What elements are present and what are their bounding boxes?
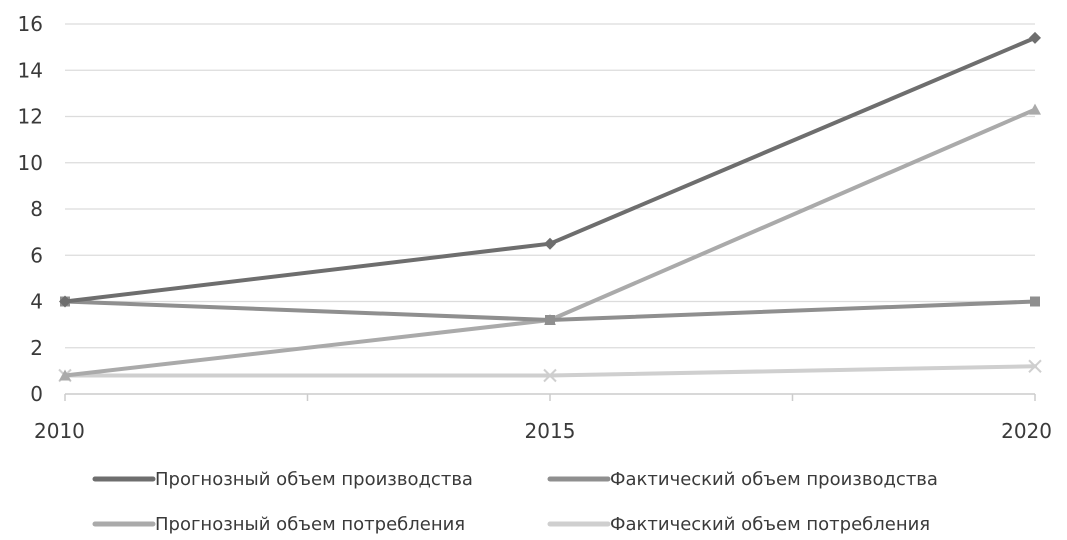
x-axis-tick-labels: 2010 2015 2020	[34, 419, 1052, 443]
legend-item-1: Прогнозный объем производства	[92, 469, 473, 490]
legend-item-3: Прогнозный объем потребления	[92, 514, 465, 535]
series-1-point-2020	[1029, 31, 1041, 44]
x-axis	[64, 393, 1036, 401]
series-4-point-2015	[543, 368, 557, 383]
gridlines	[65, 23, 1035, 349]
legend-label-1: Прогнозный объем производства	[155, 469, 473, 490]
series-2-point-2015	[545, 315, 555, 325]
series-3-point-2020	[1029, 103, 1041, 115]
y-tick-label-4: 4	[30, 290, 43, 314]
y-tick-label-6: 6	[30, 243, 43, 267]
y-tick-label-12: 12	[18, 105, 43, 129]
series-4-point-2020-stroke-b	[1028, 359, 1042, 373]
x-tick-label-2015: 2015	[525, 419, 576, 443]
x-tick-label-2010: 2010	[34, 419, 85, 443]
series-lines	[58, 31, 1042, 383]
series-2-point-2020	[1030, 296, 1040, 307]
legend: Прогнозный объем производства Фактический…	[92, 469, 938, 535]
series-2	[60, 296, 1040, 325]
legend-item-2: Фактический объем производства	[547, 469, 938, 490]
legend-item-4: Фактический объем потребления	[547, 514, 930, 535]
y-tick-label-14: 14	[18, 58, 43, 82]
y-tick-label-0: 0	[30, 382, 43, 406]
legend-label-4: Фактический объем потребления	[610, 514, 930, 535]
y-axis-tick-labels: 0 2 4 6 8 10 12 14 16	[18, 12, 43, 406]
series-1-point-2015	[544, 237, 556, 250]
series-4-point-2020	[1028, 359, 1042, 373]
series-1-line	[63, 35, 1037, 304]
series-3-point-2010	[59, 369, 71, 381]
legend-label-2: Фактический объем производства	[610, 469, 938, 490]
legend-label-3: Прогнозный объем потребления	[155, 514, 465, 535]
series-1	[59, 31, 1041, 308]
series-1-point-2010	[59, 295, 71, 308]
x-tick-label-2020: 2020	[1001, 419, 1052, 443]
y-tick-label-10: 10	[18, 151, 43, 175]
y-tick-label-16: 16	[18, 12, 43, 36]
y-tick-label-8: 8	[30, 197, 43, 221]
series-4	[58, 359, 1042, 383]
y-tick-label-2: 2	[30, 336, 43, 360]
series-4-point-2015-stroke-b	[543, 368, 557, 383]
